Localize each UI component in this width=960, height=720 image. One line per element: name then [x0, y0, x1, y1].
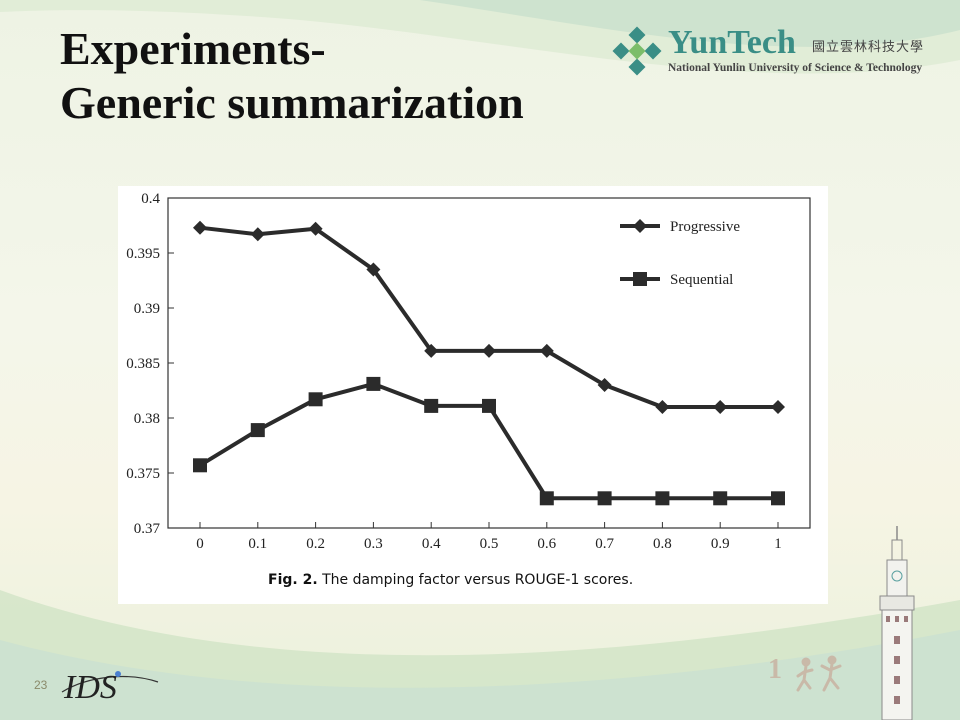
y-tick-label: 0.39: [134, 301, 160, 317]
point-progressive: [250, 227, 265, 242]
y-tick-label: 0.375: [126, 466, 160, 482]
background-swoosh-top: [0, 0, 960, 74]
point-progressive: [597, 378, 612, 392]
line-chart: 0.37 0.375 0.38 0.385 0.39 0.395 0.4 0 0.1 0.2 0.3…: [126, 191, 811, 552]
y-tick-label: 0.395: [126, 246, 160, 262]
point-sequential: [771, 491, 785, 506]
point-sequential: [193, 458, 207, 473]
point-progressive: [771, 400, 785, 414]
point-sequential: [482, 398, 496, 413]
point-sequential: [366, 376, 381, 391]
y-tick-label: 0.38: [134, 411, 160, 427]
point-progressive: [308, 221, 323, 236]
slide-title: Experiments- Generic summarization: [60, 22, 524, 130]
legend-label: Progressive: [670, 219, 740, 235]
point-progressive: [713, 400, 728, 414]
logo-name: YunTech: [668, 24, 796, 61]
x-tick-label: 0: [196, 536, 204, 552]
caption-label: Fig. 2.: [268, 572, 318, 588]
point-progressive: [655, 400, 670, 414]
x-tick-label: 0.7: [595, 536, 614, 552]
x-tick-label: 0.1: [248, 536, 267, 552]
point-sequential: [250, 423, 265, 438]
series-line-progressive: [199, 225, 778, 409]
point-progressive: [539, 343, 554, 358]
x-tick-label: 0.4: [422, 536, 441, 552]
legend-marker: [633, 219, 647, 233]
x-tick-label: 1: [774, 536, 782, 552]
x-tick-label: 0.8: [653, 536, 672, 552]
logo-chinese-name: 國立雲林科技大學: [812, 40, 925, 55]
legend-marker: [633, 272, 647, 286]
title-line-1: Experiments-: [60, 23, 326, 74]
point-sequential: [424, 398, 439, 413]
background-swoosh-bottom: [0, 590, 960, 720]
y-tick-label: 0.385: [126, 356, 160, 372]
point-sequential: [597, 491, 612, 506]
x-tick-label: 0.5: [480, 536, 499, 552]
people-icon: 1: [768, 654, 842, 692]
title-line-2: Generic summarization: [60, 77, 524, 128]
chart-caption: Fig. 2. The damping factor versus ROUGE-…: [268, 572, 633, 588]
legend-label: Sequential: [670, 272, 733, 288]
point-progressive: [424, 343, 439, 358]
x-tick-label: 0.6: [537, 536, 556, 552]
clock-tower-icon: [879, 526, 915, 720]
point-progressive: [193, 220, 207, 235]
y-tick-label: 0.4: [141, 191, 160, 207]
point-sequential: [308, 392, 323, 407]
page-number: 23: [34, 678, 48, 692]
yuntech-emblem-icon: [612, 26, 662, 76]
caption-text: The damping factor versus ROUGE-1 scores…: [322, 572, 634, 588]
x-tick-label: 0.3: [364, 536, 383, 552]
ids-logo: IDS: [61, 669, 159, 706]
point-sequential: [713, 491, 728, 506]
ids-logo-text: IDS: [63, 669, 117, 706]
yuntech-logo: YunTech 國立雲林科技大學 National Yunlin Univers…: [612, 24, 942, 78]
plot-frame: [167, 197, 811, 529]
logo-subtitle: National Yunlin University of Science & …: [668, 62, 923, 74]
point-sequential: [539, 491, 554, 506]
point-progressive: [366, 262, 381, 277]
y-tick-label: 0.37: [134, 521, 161, 537]
x-tick-label: 0.2: [306, 536, 325, 552]
point-sequential: [655, 491, 670, 506]
svg-text:1: 1: [768, 654, 782, 685]
x-tick-label: 0.9: [711, 536, 730, 552]
chart-panel: 0.37 0.375 0.38 0.385 0.39 0.395 0.4 0 0.1 0.2 0.3…: [118, 186, 828, 604]
point-progressive: [482, 343, 496, 358]
